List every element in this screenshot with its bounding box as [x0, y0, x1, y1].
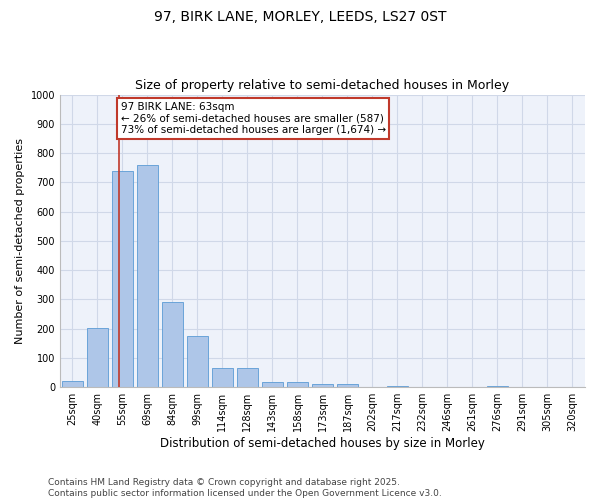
- Bar: [287, 382, 308, 387]
- Text: 97 BIRK LANE: 63sqm
← 26% of semi-detached houses are smaller (587)
73% of semi-: 97 BIRK LANE: 63sqm ← 26% of semi-detach…: [121, 102, 386, 135]
- Bar: [312, 384, 333, 387]
- Bar: [337, 384, 358, 387]
- Y-axis label: Number of semi-detached properties: Number of semi-detached properties: [15, 138, 25, 344]
- Bar: [62, 381, 83, 387]
- Bar: [137, 165, 158, 387]
- Bar: [387, 386, 408, 387]
- Bar: [112, 170, 133, 387]
- Text: Contains HM Land Registry data © Crown copyright and database right 2025.
Contai: Contains HM Land Registry data © Crown c…: [48, 478, 442, 498]
- X-axis label: Distribution of semi-detached houses by size in Morley: Distribution of semi-detached houses by …: [160, 437, 485, 450]
- Text: 97, BIRK LANE, MORLEY, LEEDS, LS27 0ST: 97, BIRK LANE, MORLEY, LEEDS, LS27 0ST: [154, 10, 446, 24]
- Bar: [187, 336, 208, 387]
- Bar: [262, 382, 283, 387]
- Bar: [237, 368, 258, 387]
- Bar: [212, 368, 233, 387]
- Bar: [87, 328, 108, 387]
- Title: Size of property relative to semi-detached houses in Morley: Size of property relative to semi-detach…: [136, 79, 509, 92]
- Bar: [487, 386, 508, 387]
- Bar: [162, 302, 183, 387]
